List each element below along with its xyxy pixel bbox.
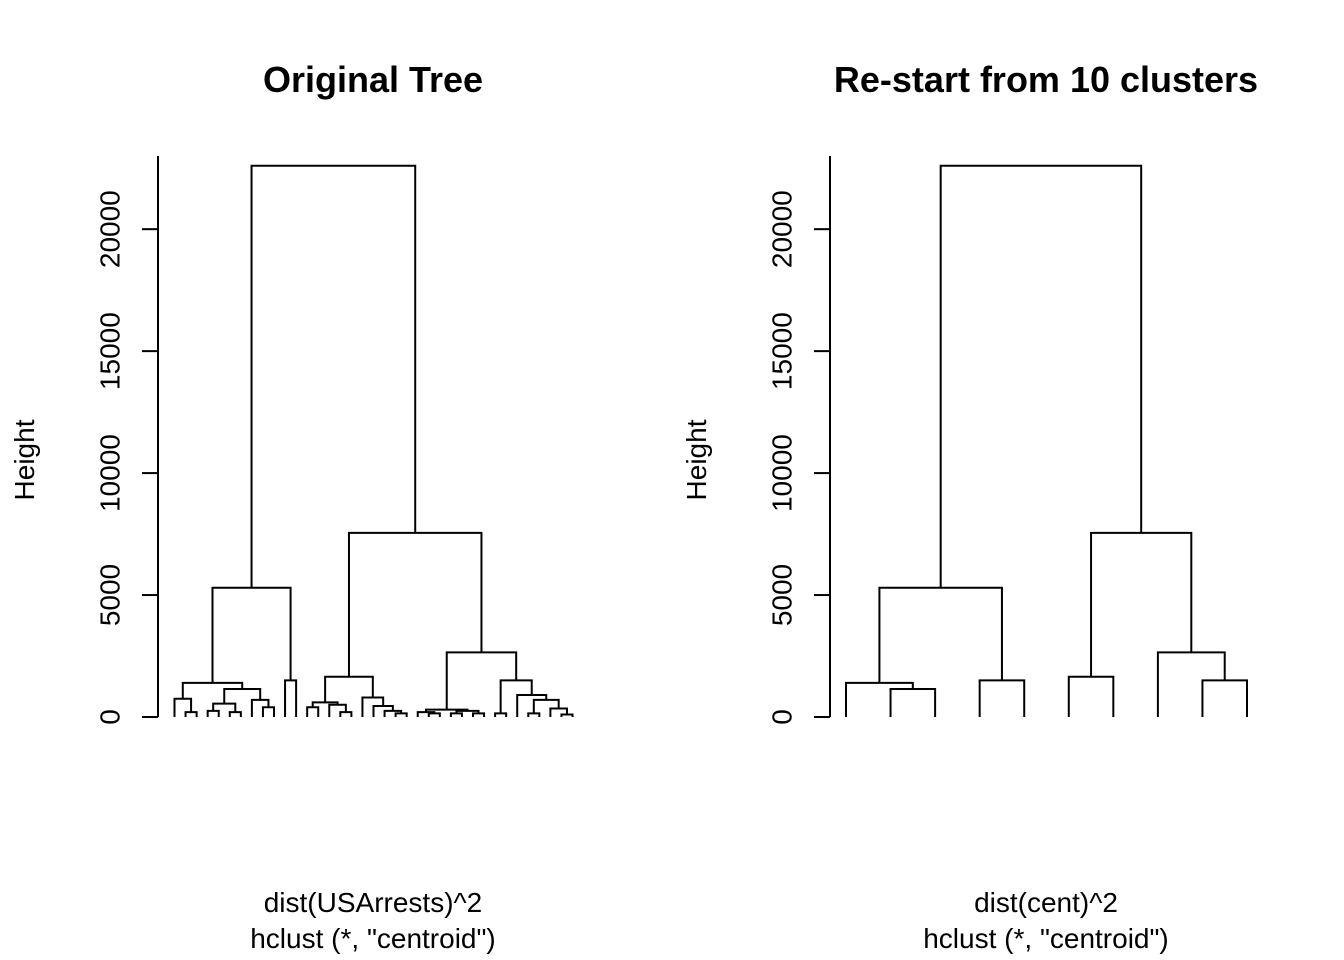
merge-branch xyxy=(223,687,262,704)
merge-branch xyxy=(845,681,914,717)
x-axis-label: dist(USArrests)^2 xyxy=(264,887,483,918)
merge-branch xyxy=(347,531,483,677)
x-axis-label: dist(cent)^2 xyxy=(974,887,1118,918)
merge-branch xyxy=(324,675,374,703)
merge-branch xyxy=(1090,531,1193,677)
y-axis: 0 5000 10000 15000 20000 xyxy=(767,156,831,725)
merge-branch xyxy=(527,712,541,717)
merge-branch xyxy=(549,707,568,717)
method-label: hclust (*, "centroid") xyxy=(923,923,1169,954)
y-tick-label: 10000 xyxy=(767,434,798,512)
y-tick-label: 10000 xyxy=(95,434,126,512)
method-label: hclust (*, "centroid") xyxy=(250,923,496,954)
merge-branch xyxy=(449,712,463,717)
merge-branch xyxy=(181,681,244,699)
merge-branch xyxy=(212,702,237,713)
merge-branch xyxy=(211,586,292,683)
merge-branch xyxy=(250,698,270,717)
merge-branch xyxy=(206,709,220,717)
merge-branch xyxy=(1156,651,1226,717)
merge-branch xyxy=(1067,675,1115,717)
merge-branch xyxy=(311,701,339,708)
merge-branch xyxy=(339,711,353,717)
merge-branch xyxy=(939,164,1143,588)
chart-title: Original Tree xyxy=(263,59,483,100)
merge-branch xyxy=(228,711,242,717)
merge-branch xyxy=(494,712,508,717)
merge-branch xyxy=(472,712,486,717)
merge-branch xyxy=(889,687,937,717)
merge-branch xyxy=(445,651,518,710)
panel-original-tree: Original Tree Height dist(USArrests)^2 h… xyxy=(9,59,574,954)
panel-restart-tree: Re-start from 10 clusters Height dist(ce… xyxy=(681,59,1258,954)
y-axis: 0 5000 10000 15000 20000 xyxy=(95,156,159,725)
merge-branch xyxy=(261,706,275,717)
y-tick-label: 5000 xyxy=(767,564,798,626)
dendrogram xyxy=(845,164,1248,717)
merge-branch xyxy=(499,679,533,714)
y-tick-label: 15000 xyxy=(95,312,126,390)
merge-branch xyxy=(516,694,548,717)
y-tick-label: 20000 xyxy=(767,190,798,268)
merge-branch xyxy=(1201,679,1248,717)
merge-branch xyxy=(383,709,403,717)
y-tick-label: 15000 xyxy=(767,312,798,390)
merge-branch xyxy=(173,697,193,717)
merge-branch xyxy=(455,709,480,714)
chart-title: Re-start from 10 clusters xyxy=(834,59,1258,100)
merge-branch xyxy=(328,703,347,717)
y-tick-label: 0 xyxy=(767,709,798,725)
y-axis-label: Height xyxy=(9,419,40,500)
merge-branch xyxy=(306,706,320,717)
merge-branch xyxy=(250,164,417,588)
dendrogram xyxy=(173,164,574,717)
y-axis-label: Height xyxy=(681,419,712,500)
merge-branch xyxy=(532,698,560,714)
merge-branch xyxy=(394,712,408,717)
merge-branch xyxy=(184,711,198,717)
merge-branch xyxy=(560,713,574,717)
y-tick-label: 0 xyxy=(95,709,126,725)
merge-branch xyxy=(878,586,1003,683)
merge-branch xyxy=(978,679,1026,717)
merge-branch xyxy=(427,712,441,717)
merge-branch xyxy=(372,705,394,717)
y-tick-label: 20000 xyxy=(95,190,126,268)
merge-branch xyxy=(284,679,298,717)
y-tick-label: 5000 xyxy=(95,564,126,626)
merge-branch xyxy=(361,696,385,717)
